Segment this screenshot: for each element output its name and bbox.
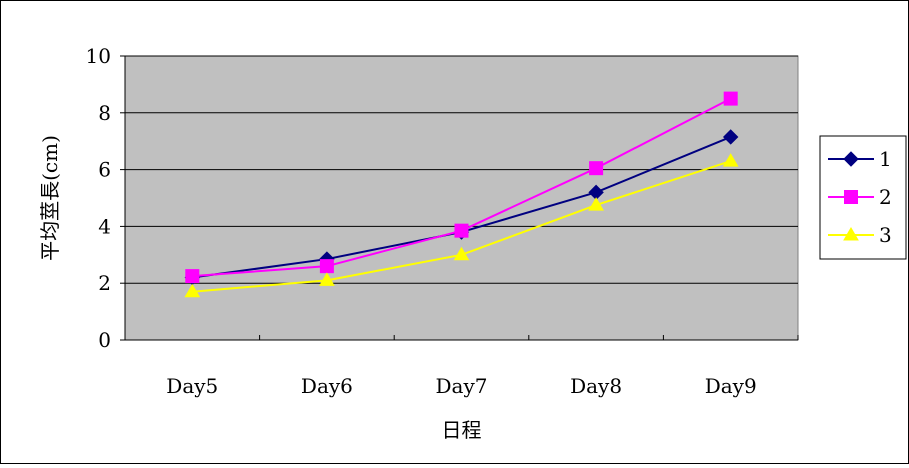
gridlines: [125, 55, 798, 284]
axes: [120, 55, 799, 341]
legend-marker: [844, 190, 858, 204]
legend-label: 1: [879, 147, 892, 171]
data-point: [722, 129, 739, 145]
legend-item: 2: [828, 185, 892, 209]
y-tick-labels: 0 2 4 6 8 10: [86, 44, 111, 352]
data-point: [454, 223, 469, 238]
plot-area: [124, 55, 799, 341]
data-point: [588, 197, 604, 211]
legend-label: 3: [879, 223, 892, 247]
y-tick-label: 4: [98, 214, 111, 238]
legend-marker: [843, 151, 859, 167]
y-tick-label: 8: [98, 101, 111, 125]
y-tick-label: 2: [98, 271, 111, 295]
x-tick-label: Day8: [570, 374, 622, 398]
y-tick-label: 10: [86, 44, 111, 68]
data-point: [319, 272, 335, 286]
x-tick-label: Day6: [301, 374, 353, 398]
data-point: [319, 259, 334, 274]
y-tick-label: 6: [98, 158, 111, 182]
legend: 1 2 3: [819, 135, 907, 260]
x-tick-label: Day7: [436, 374, 488, 398]
y-tick-label: 0: [98, 328, 111, 352]
data-point: [589, 161, 604, 176]
x-axis-label: 日程: [442, 418, 482, 442]
legend-item: 1: [828, 147, 892, 171]
x-tick-label: Day5: [166, 374, 218, 398]
x-tick-labels: Day5 Day6 Day7 Day8 Day9: [166, 374, 756, 398]
y-axis-label: 平均莖長(cm): [38, 135, 62, 261]
legend-marker: [843, 227, 859, 241]
series-group: [184, 91, 739, 298]
data-point: [453, 246, 470, 261]
data-point: [722, 153, 739, 167]
x-tick-label: Day9: [705, 374, 757, 398]
series-3: [184, 153, 739, 298]
data-point: [185, 269, 200, 284]
data-point: [723, 91, 738, 106]
series-2: [185, 91, 738, 284]
legend-label: 2: [879, 185, 892, 209]
data-point: [184, 283, 201, 298]
legend-item: 3: [828, 223, 892, 247]
